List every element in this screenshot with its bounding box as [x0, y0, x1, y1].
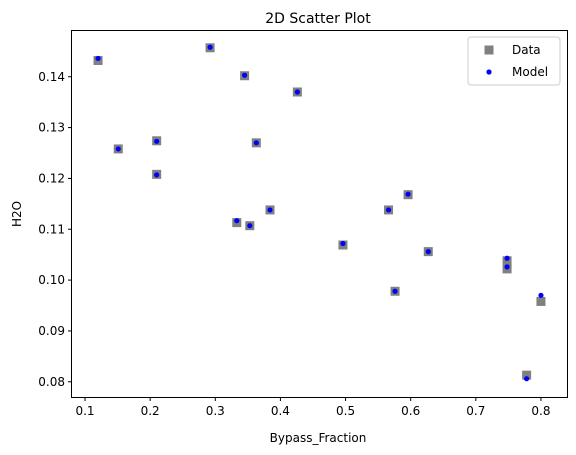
model-point-circle	[524, 376, 530, 382]
model-point-circle	[241, 72, 248, 78]
data-point-square	[536, 296, 546, 306]
chart-title: 2D Scatter Plot	[265, 11, 371, 27]
data-point-square	[522, 370, 532, 380]
model-point-circle	[234, 218, 240, 224]
axes-frame	[71, 30, 568, 398]
legend-label: Data	[512, 43, 541, 57]
x-tick-label: 0.7	[466, 404, 485, 418]
model-point-circle	[267, 207, 273, 213]
legend-marker-circle	[486, 69, 492, 75]
x-tick-label: 0.1	[75, 404, 94, 418]
y-axis-label: H2O	[10, 201, 24, 227]
model-point-circle	[405, 191, 411, 197]
x-axis-label: Bypass_Fraction	[270, 431, 367, 445]
model-point-circle	[207, 44, 213, 50]
legend: Data Model	[467, 36, 561, 86]
y-tick-label: 0.08	[38, 375, 65, 389]
model-point-circle	[95, 55, 101, 62]
model-point-circle	[294, 89, 300, 95]
model-point-circle	[538, 292, 544, 298]
y-tick-label: 0.12	[38, 171, 65, 185]
x-tick-label: 0.2	[141, 404, 160, 418]
model-point-circle	[247, 223, 253, 229]
model-point-circle	[385, 207, 392, 213]
legend-marker-square	[484, 45, 494, 55]
plot-area	[93, 43, 546, 382]
model-point-circle	[340, 240, 346, 247]
y-tick-label: 0.11	[38, 222, 65, 236]
model-point-circle	[154, 172, 160, 178]
x-axis: 0.1 0.2 0.3 0.4 0.5 0.6 0.7 0.8	[75, 397, 550, 418]
y-tick-label: 0.09	[38, 324, 65, 338]
model-point-circle	[115, 146, 121, 152]
model-point-circle	[425, 249, 431, 255]
x-tick-label: 0.6	[401, 404, 420, 418]
y-tick-label: 0.14	[38, 70, 65, 84]
legend-label: Model	[512, 65, 548, 79]
model-point-circle	[154, 138, 160, 144]
x-tick-label: 0.3	[206, 404, 225, 418]
x-tick-label: 0.8	[531, 404, 550, 418]
model-point-circle	[392, 288, 398, 294]
y-tick-label: 0.10	[38, 273, 65, 287]
x-tick-label: 0.5	[336, 404, 355, 418]
model-point-circle	[504, 255, 510, 261]
model-point-circle	[504, 264, 510, 270]
y-tick-label: 0.13	[38, 121, 65, 135]
model-point-circle	[253, 140, 259, 146]
y-axis: 0.08 0.09 0.10 0.11 0.12 0.13 0.14	[38, 70, 72, 389]
x-tick-label: 0.4	[271, 404, 290, 418]
